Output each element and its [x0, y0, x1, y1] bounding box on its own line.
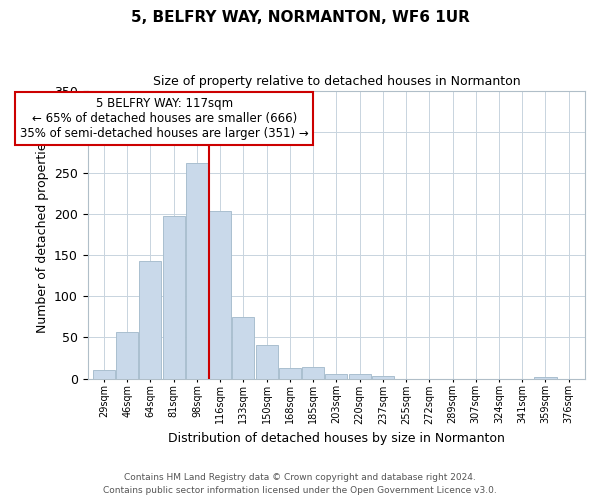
Title: Size of property relative to detached houses in Normanton: Size of property relative to detached ho… [152, 75, 520, 88]
Bar [325, 374, 347, 378]
Text: 5 BELFRY WAY: 117sqm
← 65% of detached houses are smaller (666)
35% of semi-deta: 5 BELFRY WAY: 117sqm ← 65% of detached h… [20, 97, 309, 140]
Bar [302, 367, 324, 378]
Bar [349, 374, 371, 378]
Bar [535, 377, 557, 378]
Bar [186, 163, 208, 378]
Bar [256, 345, 278, 378]
Bar [279, 368, 301, 378]
Bar [116, 332, 138, 378]
Bar [139, 261, 161, 378]
Y-axis label: Number of detached properties: Number of detached properties [35, 136, 49, 333]
X-axis label: Distribution of detached houses by size in Normanton: Distribution of detached houses by size … [168, 432, 505, 445]
Bar [232, 317, 254, 378]
Bar [93, 370, 115, 378]
Text: 5, BELFRY WAY, NORMANTON, WF6 1UR: 5, BELFRY WAY, NORMANTON, WF6 1UR [131, 10, 469, 25]
Bar [372, 376, 394, 378]
Bar [209, 210, 231, 378]
Text: Contains HM Land Registry data © Crown copyright and database right 2024.
Contai: Contains HM Land Registry data © Crown c… [103, 474, 497, 495]
Bar [163, 216, 185, 378]
